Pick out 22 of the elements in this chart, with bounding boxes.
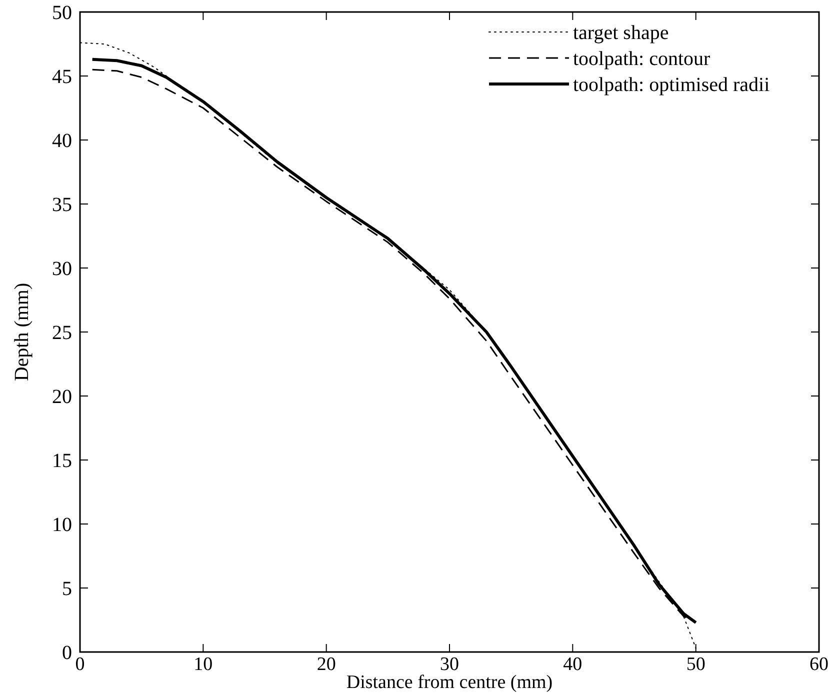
y-tick-label: 50 [52, 2, 72, 24]
y-tick-label: 40 [52, 130, 72, 152]
legend-label: toolpath: contour [573, 48, 711, 70]
x-tick-label: 0 [75, 654, 85, 675]
y-tick-label: 5 [62, 578, 72, 600]
x-tick-label: 50 [686, 654, 706, 675]
x-axis-title: Distance from centre (mm) [346, 672, 553, 693]
x-tick-label: 40 [563, 654, 582, 675]
x-tick-label: 10 [194, 654, 213, 675]
y-tick-label: 35 [52, 194, 72, 216]
y-axis-title: Depth (mm) [11, 282, 33, 382]
y-tick-label: 20 [52, 386, 72, 408]
x-tick-label: 30 [440, 654, 459, 675]
y-tick-label: 25 [52, 322, 72, 344]
y-tick-label: 30 [52, 258, 72, 280]
legend-label: target shape [573, 22, 669, 44]
x-tick-label: 60 [810, 654, 828, 675]
y-tick-label: 45 [52, 66, 72, 88]
legend-label: toolpath: optimised radii [573, 74, 770, 96]
y-tick-label: 10 [52, 514, 72, 536]
x-tick-label: 20 [316, 654, 336, 675]
y-tick-label: 15 [52, 450, 72, 472]
